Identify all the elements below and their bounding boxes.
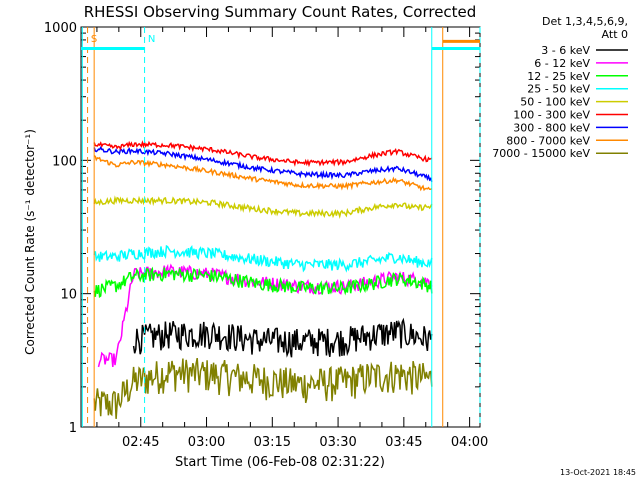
footer-timestamp: 13-Oct-2021 18:45 <box>560 468 636 477</box>
legend-label: 3 - 6 keV <box>541 44 590 57</box>
series-3-6kev <box>132 317 433 358</box>
series-line <box>93 357 433 419</box>
series-line <box>93 145 433 182</box>
series-line <box>93 195 433 220</box>
y-tick-label: 100 <box>52 154 77 169</box>
x-tick-label: 04:00 <box>451 435 488 450</box>
y-axis-label: Corrected Count Rate (s⁻¹ detector⁻¹) <box>23 129 37 355</box>
series-100-300kev <box>93 140 433 168</box>
series-7000-15000kev <box>93 357 433 419</box>
x-tick-label: 03:00 <box>188 435 225 450</box>
x-tick-label: 02:45 <box>122 435 159 450</box>
x-axis-label: Start Time (06-Feb-08 02:31:22) <box>175 455 385 470</box>
series-line <box>132 317 433 358</box>
series-line <box>93 140 433 168</box>
series-12-25kev <box>93 266 433 298</box>
chart-title: RHESSI Observing Summary Count Rates, Co… <box>84 3 477 21</box>
legend-label: 6 - 12 keV <box>534 57 590 70</box>
legend-label: 800 - 7000 keV <box>506 134 590 147</box>
legend-label: 25 - 50 keV <box>527 83 590 96</box>
series-line <box>93 154 433 192</box>
legend-label: 300 - 800 keV <box>513 121 590 134</box>
series-300-800kev <box>93 145 433 182</box>
series-25-50kev <box>93 244 433 273</box>
flag-label: S <box>91 34 97 45</box>
legend-label: 12 - 25 keV <box>527 70 590 83</box>
x-tick-label: 03:15 <box>254 435 291 450</box>
series-800-7000kev <box>93 154 433 192</box>
x-tick-label: 03:45 <box>385 435 422 450</box>
series-line <box>93 244 433 273</box>
legend-label: 7000 - 15000 keV <box>492 147 590 160</box>
y-tick-label: 10 <box>60 288 77 303</box>
flag-label: N <box>148 34 155 45</box>
legend-label: 50 - 100 keV <box>520 96 590 109</box>
x-axis-ticks <box>96 27 471 427</box>
x-tick-label: 03:30 <box>319 435 356 450</box>
legend-title-line-2: Att 0 <box>602 28 628 41</box>
y-tick-label: 1 <box>69 421 77 436</box>
legend-title-line-1: Det 1,3,4,5,6,9, <box>542 15 628 28</box>
series-line <box>93 266 433 298</box>
series-50-100kev <box>93 195 433 220</box>
legend-label: 100 - 300 keV <box>513 109 590 122</box>
y-tick-label: 1000 <box>44 21 77 36</box>
